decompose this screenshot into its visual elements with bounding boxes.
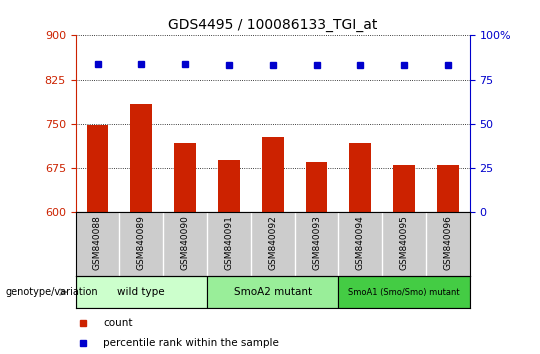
Text: GSM840095: GSM840095: [400, 216, 409, 270]
Bar: [86, 125, 109, 212]
Bar: [207, 276, 339, 308]
Bar: [349, 143, 372, 212]
Text: GSM840092: GSM840092: [268, 216, 277, 270]
Bar: [339, 276, 470, 308]
Bar: [76, 276, 207, 308]
Bar: [262, 137, 284, 212]
Text: SmoA1 (Smo/Smo) mutant: SmoA1 (Smo/Smo) mutant: [348, 287, 460, 297]
Text: GSM840090: GSM840090: [180, 216, 190, 270]
Bar: [174, 143, 196, 212]
Bar: [130, 104, 152, 212]
Title: GDS4495 / 100086133_TGI_at: GDS4495 / 100086133_TGI_at: [168, 18, 377, 32]
Text: GSM840091: GSM840091: [225, 216, 233, 270]
Text: wild type: wild type: [118, 287, 165, 297]
Text: genotype/variation: genotype/variation: [5, 287, 98, 297]
Bar: [393, 165, 415, 212]
Text: GSM840096: GSM840096: [443, 216, 453, 270]
Text: SmoA2 mutant: SmoA2 mutant: [234, 287, 312, 297]
Text: GSM840093: GSM840093: [312, 216, 321, 270]
Text: GSM840094: GSM840094: [356, 216, 365, 270]
Text: GSM840089: GSM840089: [137, 216, 146, 270]
Text: count: count: [103, 318, 133, 329]
Text: percentile rank within the sample: percentile rank within the sample: [103, 338, 279, 348]
Bar: [306, 162, 327, 212]
Text: GSM840088: GSM840088: [93, 216, 102, 270]
Bar: [218, 160, 240, 212]
Bar: [437, 165, 459, 212]
